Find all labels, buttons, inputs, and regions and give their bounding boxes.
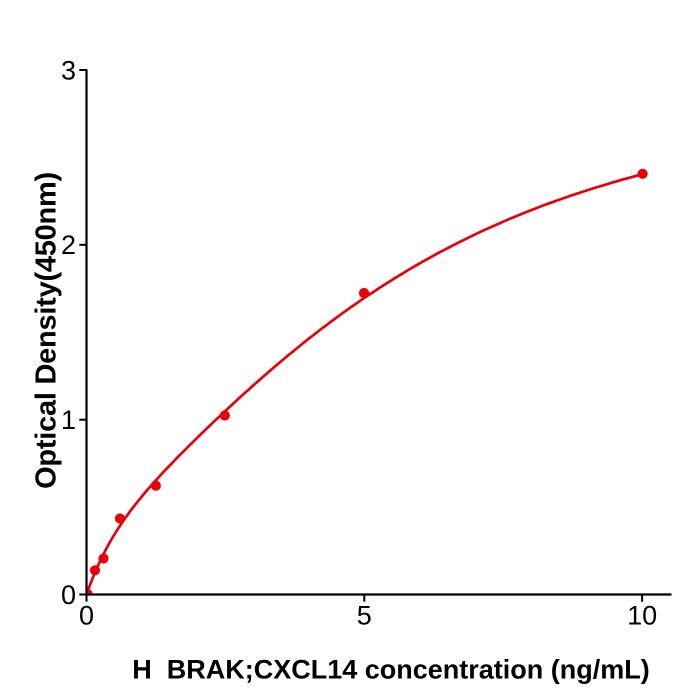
svg-text:1: 1	[61, 405, 76, 435]
svg-text:Optical Density(450nm): Optical Density(450nm)	[31, 172, 63, 489]
svg-text:0: 0	[79, 601, 94, 631]
svg-text:3: 3	[61, 55, 76, 85]
svg-text:H BRAK;CXCL14 concentration (: H BRAK;CXCL14 concentration (ng/mL)	[132, 655, 650, 685]
svg-text:0: 0	[61, 580, 76, 610]
svg-text:10: 10	[627, 601, 657, 631]
svg-text:5: 5	[357, 601, 372, 631]
svg-text:2: 2	[61, 230, 76, 260]
